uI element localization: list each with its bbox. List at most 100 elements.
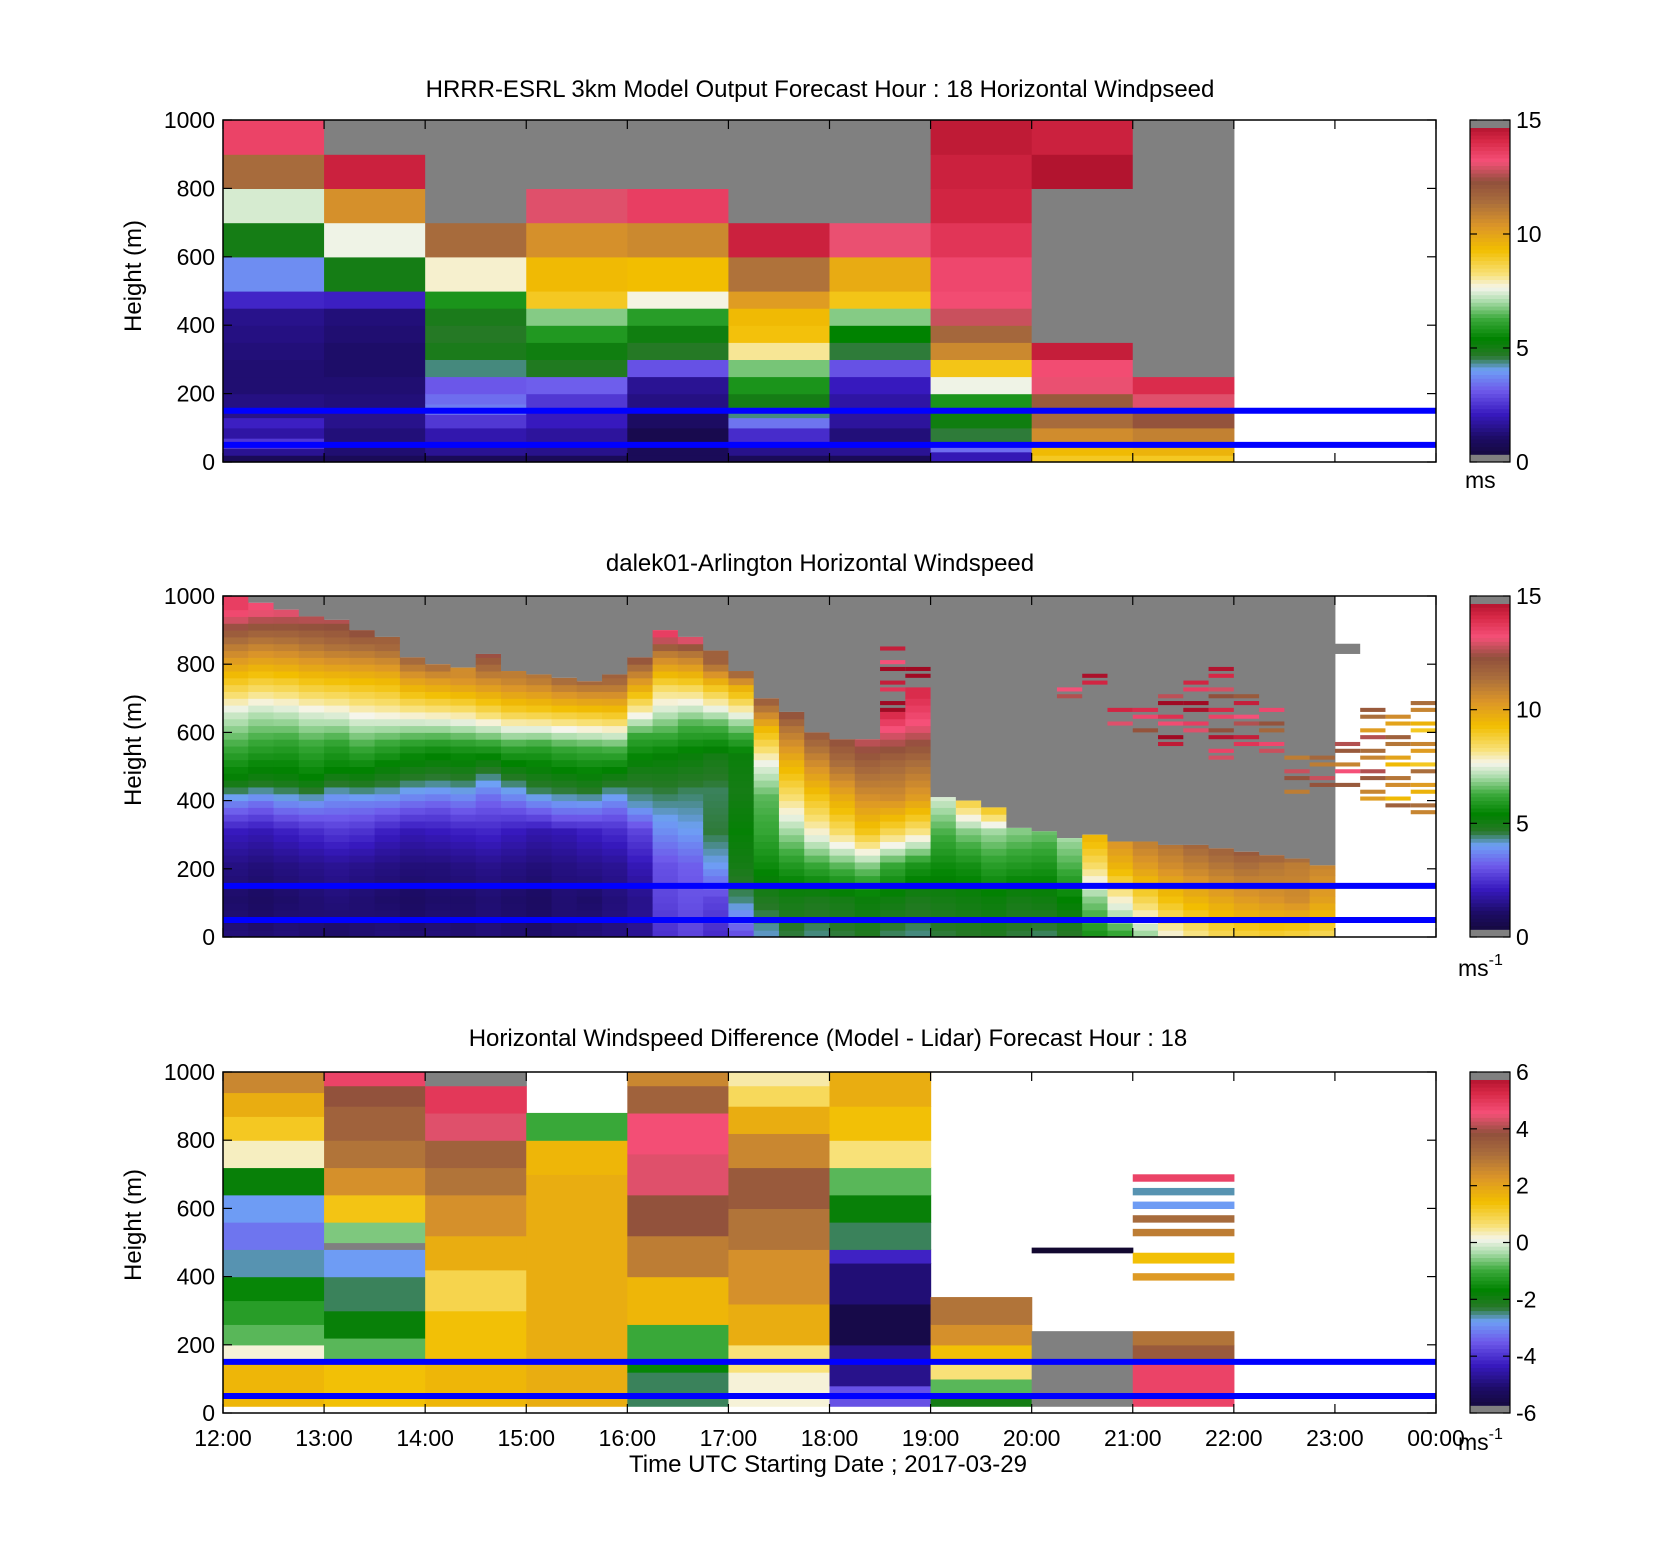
heatmap-cell (349, 718, 376, 727)
heatmap-cell (248, 834, 275, 843)
colorbar-swatch (1470, 344, 1510, 349)
heatmap-cell (298, 636, 325, 645)
heatmap-cell (602, 902, 628, 911)
heatmap-cell (1259, 896, 1285, 904)
heatmap-cell (1309, 909, 1336, 918)
heatmap-cell (728, 427, 831, 446)
heatmap-cell (223, 896, 249, 904)
heatmap-cell (1259, 930, 1285, 938)
heatmap-cell (703, 827, 729, 836)
heatmap-cell (399, 800, 426, 808)
heatmap-cell (728, 1249, 831, 1305)
heatmap-cell (1082, 841, 1108, 849)
heatmap-cell (627, 889, 654, 897)
heatmap-cell (728, 902, 755, 911)
heatmap-cell (500, 705, 527, 713)
heatmap-cell (703, 739, 729, 747)
heatmap-cell (981, 889, 1007, 897)
heatmap-cell (1107, 930, 1134, 938)
heatmap-cell (248, 814, 275, 822)
heatmap-cell (526, 718, 553, 727)
colorbar-swatch (1470, 139, 1510, 144)
heatmap-cell (930, 821, 957, 829)
heatmap-cell (753, 746, 780, 754)
heatmap-cell (1284, 889, 1311, 897)
colorbar-swatch (1470, 192, 1510, 197)
heatmap-cell (374, 677, 401, 686)
heatmap-cell (223, 291, 325, 309)
heatmap-cell (703, 909, 729, 918)
heatmap-cell (1284, 755, 1310, 760)
heatmap-cell (425, 902, 451, 911)
heatmap-cell (475, 657, 502, 665)
heatmap-cell (399, 814, 426, 822)
heatmap-cell (627, 1324, 730, 1360)
heatmap-cell (829, 841, 856, 849)
colorbar-swatch (1470, 1310, 1510, 1315)
heatmap-cell (425, 308, 527, 326)
heatmap-cell (500, 814, 527, 822)
colorbar-swatch (1470, 1280, 1510, 1285)
heatmap-cell (324, 909, 350, 918)
heatmap-cell (248, 711, 275, 720)
heatmap-cell (955, 855, 982, 863)
colorbar-swatch (1470, 1272, 1510, 1277)
heatmap-cell (248, 773, 275, 781)
heatmap-cell (652, 705, 679, 713)
heatmap-cell (450, 759, 477, 767)
heatmap-cell (374, 793, 401, 802)
heatmap-cell (425, 698, 451, 706)
heatmap-cell (1259, 923, 1285, 931)
heatmap-cell (324, 643, 350, 652)
heatmap-cell (450, 827, 477, 836)
heatmap-cell (1183, 855, 1210, 863)
heatmap-cell (526, 807, 553, 815)
heatmap-cell (728, 711, 755, 720)
heatmap-cell (778, 814, 805, 822)
heatmap-cell (1183, 844, 1210, 849)
heatmap-cell (930, 807, 957, 815)
heatmap-cell (1183, 923, 1210, 931)
heatmap-cell (854, 793, 881, 802)
heatmap-cell (425, 732, 451, 740)
heatmap-cell (703, 705, 729, 713)
heatmap-cell (374, 671, 401, 679)
nodata-cell (1309, 596, 1336, 866)
heatmap-cell (1385, 735, 1411, 740)
heatmap-cell (374, 902, 401, 911)
y-tick-label: 600 (177, 1195, 215, 1221)
heatmap-cell (349, 739, 376, 747)
colorbar-swatch (1470, 800, 1510, 805)
heatmap-cell (778, 827, 805, 836)
heatmap-cell (223, 188, 325, 224)
heatmap-cell (981, 841, 1007, 849)
heatmap-cell (1132, 896, 1159, 904)
heatmap-cell (298, 793, 325, 802)
heatmap-cell (1132, 707, 1159, 712)
heatmap-cell (1082, 861, 1108, 870)
heatmap-cell (652, 861, 679, 870)
heatmap-cell (778, 766, 805, 774)
heatmap-cell (475, 664, 502, 672)
heatmap-cell (854, 759, 881, 767)
y-axis-label: Height (m) (120, 1169, 147, 1281)
colorbar-swatch (1470, 637, 1510, 642)
colorbar-swatch (1470, 1072, 1510, 1077)
heatmap-cell (324, 1194, 426, 1223)
heatmap-cell (677, 759, 704, 767)
heatmap-cell (425, 1167, 527, 1196)
nodata-cell (273, 596, 300, 610)
heatmap-cell (349, 807, 376, 815)
heatmap-cell (324, 291, 426, 309)
heatmap-cell (273, 732, 300, 740)
heatmap-cell (804, 752, 830, 761)
colorbar-swatch (1470, 1132, 1510, 1137)
heatmap-cell (273, 752, 300, 761)
heatmap-cell (450, 889, 477, 897)
heatmap-cell (652, 902, 679, 911)
heatmap-cell (930, 410, 1033, 429)
colorbar-swatch (1470, 1223, 1510, 1228)
heatmap-cell (298, 896, 325, 904)
heatmap-cell (1107, 923, 1134, 931)
heatmap-cell (703, 855, 729, 863)
